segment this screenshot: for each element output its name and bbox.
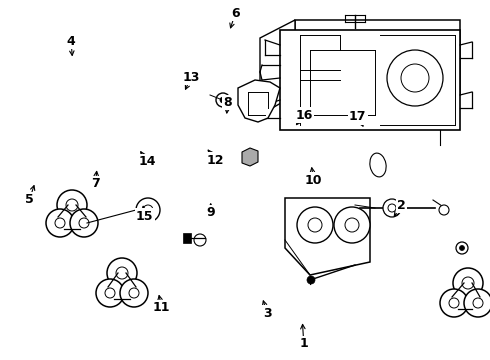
Text: 8: 8 bbox=[223, 96, 232, 109]
Circle shape bbox=[383, 199, 401, 217]
Circle shape bbox=[96, 279, 124, 307]
Text: 15: 15 bbox=[136, 210, 153, 222]
Text: 6: 6 bbox=[231, 7, 240, 20]
Circle shape bbox=[307, 276, 315, 284]
Polygon shape bbox=[280, 30, 460, 130]
Circle shape bbox=[70, 209, 98, 237]
Polygon shape bbox=[242, 148, 258, 166]
Ellipse shape bbox=[370, 153, 386, 177]
Text: 4: 4 bbox=[67, 35, 75, 48]
Circle shape bbox=[453, 268, 483, 298]
Circle shape bbox=[439, 205, 449, 215]
Circle shape bbox=[216, 93, 230, 107]
Text: 14: 14 bbox=[138, 156, 156, 168]
Text: 11: 11 bbox=[153, 301, 171, 314]
Polygon shape bbox=[260, 20, 295, 115]
Text: 3: 3 bbox=[263, 307, 271, 320]
Circle shape bbox=[440, 289, 468, 317]
Bar bbox=[183, 233, 191, 243]
Text: 17: 17 bbox=[349, 111, 367, 123]
Circle shape bbox=[297, 207, 333, 243]
Text: 10: 10 bbox=[305, 174, 322, 186]
Circle shape bbox=[57, 190, 87, 220]
Text: 16: 16 bbox=[295, 109, 313, 122]
Circle shape bbox=[136, 198, 160, 222]
Circle shape bbox=[460, 246, 465, 251]
Circle shape bbox=[46, 209, 74, 237]
Circle shape bbox=[120, 279, 148, 307]
Circle shape bbox=[220, 97, 226, 103]
Polygon shape bbox=[285, 198, 370, 275]
Circle shape bbox=[107, 258, 137, 288]
Text: 12: 12 bbox=[207, 154, 224, 167]
Text: 5: 5 bbox=[25, 193, 34, 206]
Circle shape bbox=[464, 289, 490, 317]
Text: 1: 1 bbox=[299, 337, 308, 350]
Circle shape bbox=[334, 207, 370, 243]
Text: 2: 2 bbox=[397, 199, 406, 212]
Polygon shape bbox=[295, 20, 460, 95]
Circle shape bbox=[456, 242, 468, 254]
Polygon shape bbox=[238, 80, 280, 122]
Text: 13: 13 bbox=[182, 71, 200, 84]
Text: 7: 7 bbox=[91, 177, 100, 190]
Text: 9: 9 bbox=[206, 206, 215, 219]
Circle shape bbox=[387, 50, 443, 106]
